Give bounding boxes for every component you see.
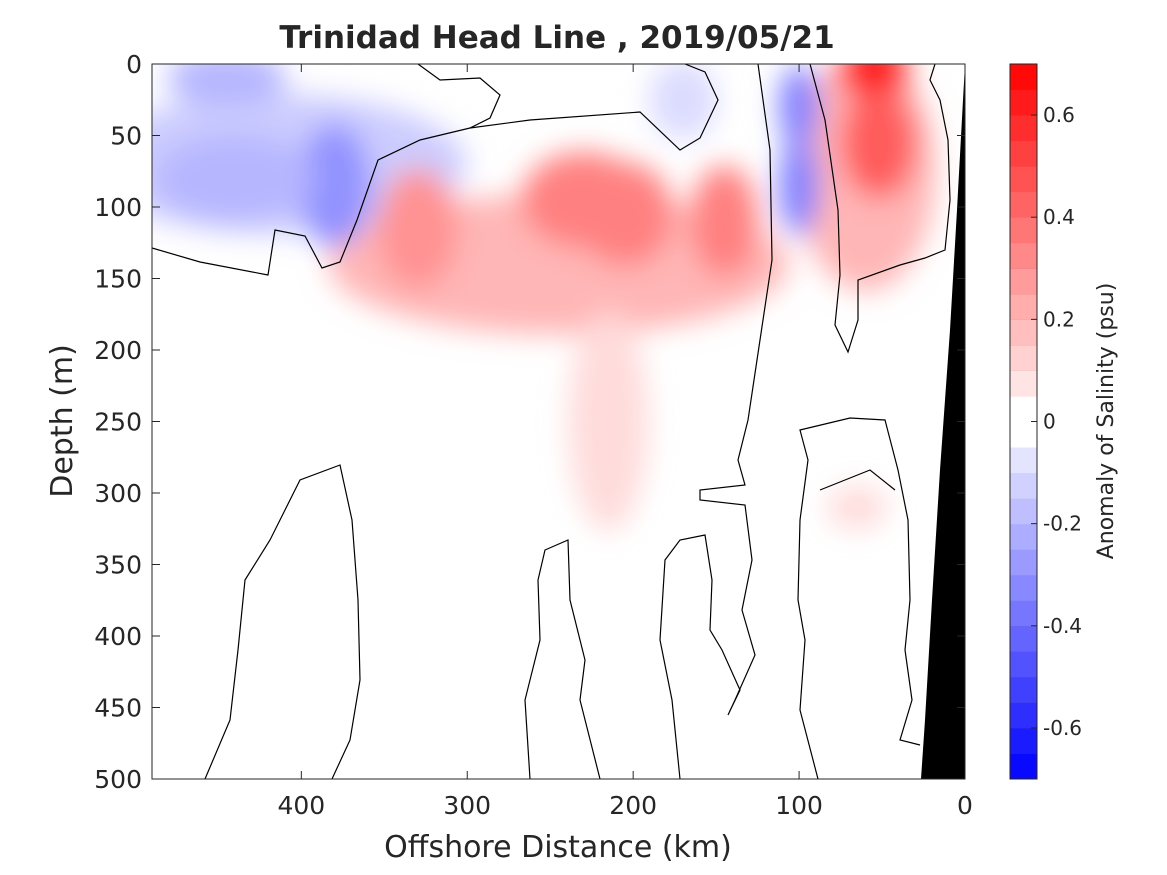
colorbar-tick-label: 0 <box>1043 410 1056 434</box>
colorbar-band <box>1010 115 1037 142</box>
colorbar-label: Anomaly of Salinity (psu) <box>1094 283 1119 560</box>
colorbar-band <box>1010 625 1037 652</box>
anomaly-negative-blob <box>166 64 287 107</box>
colorbar-band <box>1010 268 1037 295</box>
x-axis-label: Offshore Distance (km) <box>384 830 732 865</box>
zero-contour-line <box>659 64 773 779</box>
colorbar-tick-label: -0.4 <box>1043 614 1082 638</box>
colorbar-band <box>1010 395 1037 422</box>
zero-contour-line <box>809 64 951 354</box>
colorbar-band <box>1010 600 1037 627</box>
colorbar-tick-label: 0.6 <box>1043 103 1075 127</box>
colorbar-band <box>1010 64 1037 91</box>
y-tick-label: 0 <box>126 50 142 79</box>
colorbar-band <box>1010 574 1037 601</box>
y-tick-label: 300 <box>94 479 142 508</box>
colorbar: -0.6 -0.4 -0.2 0 0.2 0.4 0.6 Anomaly of Salini… <box>1009 63 1119 780</box>
anomaly-positive-blob <box>568 311 649 532</box>
x-tick-label: 400 <box>277 791 325 820</box>
colorbar-band <box>1010 753 1037 780</box>
colorbar-band <box>1010 727 1037 754</box>
anomaly-negative-blob <box>648 64 717 140</box>
y-tick-label: 150 <box>94 265 142 294</box>
colorbar-band <box>1010 498 1037 525</box>
colorbar-band <box>1010 472 1037 499</box>
zero-contours <box>152 64 951 779</box>
y-tick-label: 200 <box>94 336 142 365</box>
x-tick-label: 100 <box>775 791 823 820</box>
colorbar-band <box>1010 166 1037 193</box>
colorbar-band <box>1010 242 1037 269</box>
colorbar-band <box>1010 676 1037 703</box>
x-tick-label: 200 <box>609 791 657 820</box>
anomaly-negative-blob <box>154 134 315 223</box>
zero-contour-line <box>204 464 361 779</box>
anomaly-negative-blob <box>779 64 820 149</box>
zero-contour-line <box>417 64 501 129</box>
y-tick-label: 450 <box>94 694 142 723</box>
anomaly-positive-blob <box>690 165 759 278</box>
zero-contour-line <box>797 417 921 779</box>
colorbar-band <box>1010 447 1037 474</box>
colorbar-tick-label: 0.4 <box>1043 205 1075 229</box>
x-axis-ticks: 400 300 200 100 0 <box>277 64 973 820</box>
colorbar-tick-label: -0.6 <box>1043 716 1082 740</box>
anomaly-positive-blob <box>377 168 458 289</box>
y-tick-label: 50 <box>110 122 142 151</box>
bathymetry-shelf <box>921 64 965 779</box>
colorbar-tick-label: -0.2 <box>1043 512 1082 536</box>
zero-contour-line <box>819 469 896 491</box>
anomaly-positive-blob <box>840 86 917 199</box>
zero-contour-line <box>524 539 601 779</box>
plot-area: 400 300 200 100 0 0 50 100 150 200 250 300 350 400 45… <box>94 50 973 820</box>
anomaly-negative-blob <box>779 135 820 236</box>
colorbar-band <box>1010 651 1037 678</box>
y-tick-label: 100 <box>94 193 142 222</box>
colorbar-tick-label: 0.2 <box>1043 307 1075 331</box>
anomaly-positive-blob <box>827 485 888 530</box>
y-tick-label: 250 <box>94 408 142 437</box>
colorbar-band <box>1010 370 1037 397</box>
y-axis-label: Depth (m) <box>45 344 80 498</box>
y-tick-label: 500 <box>94 765 142 794</box>
colorbar-band <box>1010 191 1037 218</box>
colorbar-band <box>1010 293 1037 320</box>
colorbar-band <box>1010 523 1037 550</box>
colorbar-band <box>1010 140 1037 167</box>
colorbar-band <box>1010 319 1037 346</box>
chart-title: Trinidad Head Line , 2019/05/21 <box>279 20 834 56</box>
colorbar-band <box>1010 702 1037 729</box>
colorbar-band <box>1010 421 1037 448</box>
y-tick-label: 350 <box>94 551 142 580</box>
colorbar-bands <box>1010 63 1037 780</box>
x-tick-label: 0 <box>957 791 973 820</box>
colorbar-band <box>1010 89 1037 116</box>
anomaly-negative-blob <box>298 123 371 248</box>
y-tick-label: 400 <box>94 622 142 651</box>
colorbar-ticks: -0.6 -0.4 -0.2 0 0.2 0.4 0.6 <box>1031 103 1082 740</box>
zero-contour-line <box>152 64 719 276</box>
x-tick-label: 300 <box>443 791 491 820</box>
plot-frame <box>151 63 966 780</box>
colorbar-band <box>1010 344 1037 371</box>
colorbar-band <box>1010 549 1037 576</box>
y-axis-ticks: 0 50 100 150 200 250 300 350 400 450 500 <box>94 50 965 794</box>
colorbar-band <box>1010 217 1037 244</box>
anomaly-field <box>152 64 936 532</box>
anomaly-positive-blob <box>576 162 673 267</box>
